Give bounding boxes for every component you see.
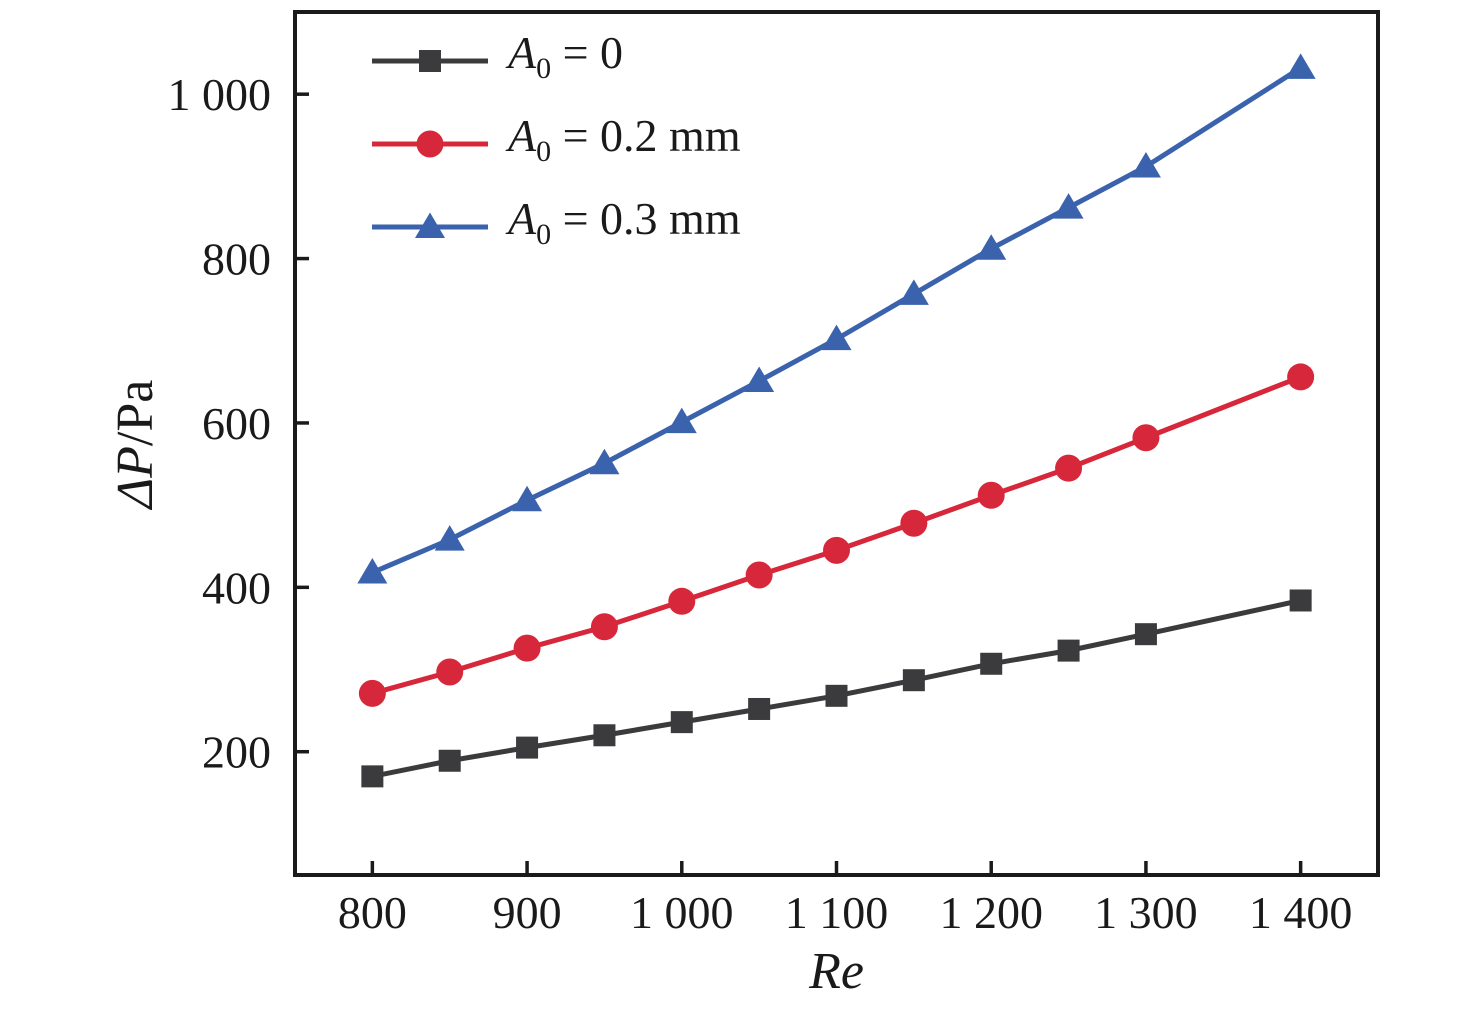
x-tick-label: 1 400: [1249, 887, 1353, 938]
triangle-marker: [898, 279, 929, 305]
triangle-marker: [1053, 193, 1084, 219]
legend-item-2: A0 = 0.3 mm: [368, 190, 741, 264]
legend-sample: [372, 50, 488, 72]
triangle-marker: [589, 448, 620, 475]
square-marker: [1289, 589, 1312, 612]
square-marker: [419, 50, 441, 72]
x-tick-label: 1 300: [1094, 887, 1198, 938]
circle-marker: [513, 634, 541, 662]
legend-sample: [372, 212, 488, 238]
circle-marker: [900, 509, 928, 537]
y-tick-label: 600: [202, 398, 271, 449]
triangle-marker: [666, 407, 697, 434]
legend-item-1: A0 = 0.2 mm: [368, 107, 741, 181]
x-tick-label: 1 200: [939, 887, 1043, 938]
triangle-marker: [1130, 152, 1161, 178]
circle-marker: [1132, 424, 1160, 452]
y-axis-label: ΔP/Pa: [107, 379, 164, 509]
triangle-marker: [821, 324, 852, 351]
circle-marker: [358, 679, 386, 707]
square-marker: [438, 749, 461, 772]
x-tick-label: 1 100: [785, 887, 889, 938]
triangle-marker: [1285, 53, 1316, 79]
y-tick-label: 400: [202, 562, 271, 613]
square-marker: [670, 711, 693, 734]
legend-label: A0 = 0.2 mm: [508, 110, 741, 168]
circle-marker: [977, 481, 1005, 509]
circle-marker: [436, 658, 464, 686]
circle-marker: [416, 130, 444, 158]
circle-marker: [1055, 454, 1083, 482]
x-tick-label: 900: [493, 887, 562, 938]
y-tick-label: 1 000: [168, 69, 272, 120]
legend-item-0: A0 = 0: [368, 24, 741, 98]
triangle-marker: [744, 366, 775, 393]
square-marker: [825, 684, 848, 707]
square-marker: [1134, 623, 1157, 646]
x-tick-label: 1 000: [630, 887, 734, 938]
square-marker: [980, 652, 1003, 675]
series-line: [371, 65, 1302, 575]
circle-marker: [668, 587, 696, 615]
y-tick-label: 800: [202, 234, 271, 285]
square-marker: [593, 724, 616, 747]
triangle-marker: [357, 558, 388, 584]
triangle-marker: [512, 485, 543, 512]
legend-label: A0 = 0.3 mm: [508, 193, 741, 251]
square-marker: [748, 697, 771, 720]
triangle-marker: [415, 212, 445, 238]
legend-label: A0 = 0: [508, 27, 624, 85]
triangle-marker: [434, 525, 465, 551]
circle-marker: [1287, 363, 1315, 391]
circle-marker: [590, 613, 618, 641]
x-tick-label: 800: [338, 887, 407, 938]
square-marker: [1057, 639, 1080, 662]
circle-marker: [745, 561, 773, 589]
legend-sample: [372, 130, 488, 158]
square-marker: [361, 765, 384, 788]
circle-marker: [823, 536, 850, 564]
series-line: [371, 374, 1302, 696]
y-tick-label: 200: [202, 727, 271, 778]
square-marker: [516, 736, 539, 759]
legend: A0 = 0 A0 = 0.2 mm A0 = 0.3 mm: [368, 24, 741, 264]
square-marker: [902, 669, 925, 692]
series-line: [371, 598, 1302, 779]
triangle-marker: [976, 234, 1007, 260]
x-axis-label: Re: [809, 943, 864, 1000]
plot-border: [293, 10, 1380, 877]
